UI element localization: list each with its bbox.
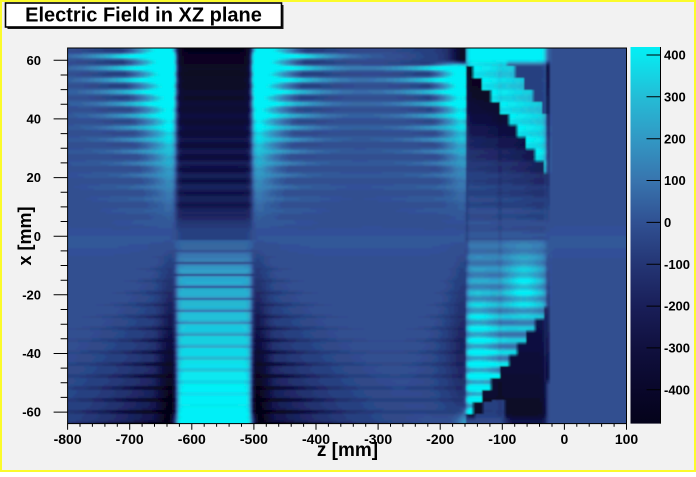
svg-text:0: 0 — [561, 431, 569, 447]
svg-text:300: 300 — [664, 89, 686, 104]
svg-text:-400: -400 — [302, 431, 330, 447]
svg-text:-600: -600 — [178, 431, 206, 447]
svg-text:-40: -40 — [22, 346, 41, 361]
svg-text:-400: -400 — [664, 382, 690, 397]
svg-text:Electric Field in XZ plane: Electric Field in XZ plane — [25, 5, 262, 27]
svg-text:-500: -500 — [240, 431, 268, 447]
svg-text:-300: -300 — [664, 341, 690, 356]
svg-text:-200: -200 — [664, 299, 690, 314]
svg-text:x [mm]: x [mm] — [15, 206, 35, 265]
svg-text:-800: -800 — [54, 431, 82, 447]
svg-text:-100: -100 — [488, 431, 516, 447]
svg-text:200: 200 — [664, 131, 686, 146]
svg-text:z [mm]: z [mm] — [317, 440, 378, 461]
svg-text:100: 100 — [664, 173, 686, 188]
svg-text:-60: -60 — [22, 405, 41, 420]
svg-text:40: 40 — [27, 112, 41, 127]
svg-text:400: 400 — [664, 48, 686, 63]
svg-text:20: 20 — [27, 170, 41, 185]
svg-text:-100: -100 — [664, 257, 690, 272]
svg-text:-700: -700 — [116, 431, 144, 447]
svg-text:-20: -20 — [22, 287, 41, 302]
svg-text:0: 0 — [664, 215, 671, 230]
svg-text:100: 100 — [615, 431, 639, 447]
svg-text:0: 0 — [34, 229, 41, 244]
svg-text:-200: -200 — [426, 431, 454, 447]
svg-text:60: 60 — [27, 53, 41, 68]
svg-text:-300: -300 — [364, 431, 392, 447]
